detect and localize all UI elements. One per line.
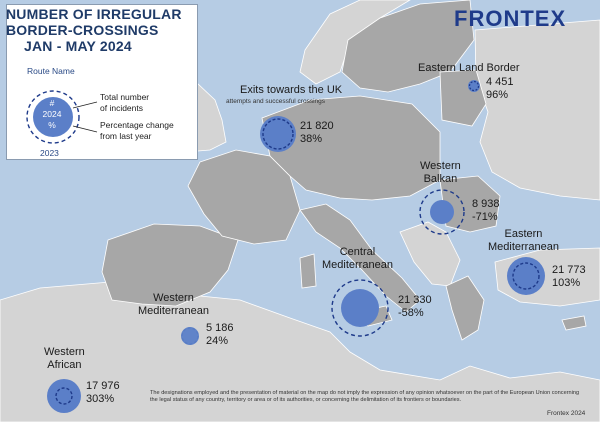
legend [6,4,198,160]
legend-route-name: Route Name [27,66,75,76]
route-change: 24% [206,335,229,347]
route-name-line: Eastern [504,228,543,240]
route-values-western-balkan: 8 938 -71% [472,198,500,224]
route-name-western-balkan: Western Balkan [420,160,461,186]
legend-hash: # [49,98,55,108]
route-change: 38% [300,133,323,145]
route-values-eastern-mediterranean: 21 773 103% [552,264,586,290]
credit: Frontex 2024 [547,410,586,417]
legend-graphic [26,90,98,144]
route-name-line: Western [153,292,194,304]
route-name-line: Central [339,246,376,258]
route-name-eastern-mediterranean: Eastern Mediterranean [488,228,559,254]
route-name-line: Exits towards the UK [240,84,343,96]
bubble-central-mediterranean[interactable] [331,279,389,337]
map-title: NUMBER OF IRREGULAR BORDER-CROSSINGS JAN… [6,6,182,54]
bubble-western-mediterranean[interactable] [181,327,199,345]
land-iberia [101,223,239,307]
legend-total-line-2: of incidents [100,103,143,113]
land-cyprus [561,315,587,331]
bubble-western-balkan[interactable] [419,189,465,235]
route-value: 21 773 [552,264,586,276]
route-values-exits-uk: 21 820 38% [300,120,334,146]
land-central-europe [261,95,441,201]
route-value: 21 330 [398,294,432,306]
route-value: 5 186 [206,322,234,334]
legend-pct-line-2: from last year [100,131,152,141]
legend-pct: % [48,120,56,130]
route-name-line: Western [44,346,85,358]
map-title-line-2: BORDER-CROSSINGS [6,22,159,38]
map-title-line-1: NUMBER OF IRREGULAR [6,6,182,22]
route-name-central-mediterranean: Central Mediterranean [322,246,393,272]
land-sardinia [299,253,317,289]
legend-total-label: Total number of incidents [100,92,149,114]
route-change: 96% [486,89,509,101]
route-value: 8 938 [472,198,500,210]
route-name-line: Mediterranean [138,305,209,317]
route-name-line: Eastern Land Border [418,62,520,74]
route-name-line: African [47,359,82,371]
bubble-exits-uk[interactable] [260,116,296,152]
route-values-western-mediterranean: 5 186 24% [206,322,234,348]
land-france [187,149,301,245]
legend-inner-year: 2024 [42,109,62,119]
legend-outer-year: 2023 [40,148,59,158]
route-value: 4 451 [486,76,514,88]
legend-pct-line-1: Percentage change [100,120,174,130]
route-name-line: Balkan [423,173,458,185]
route-value: 21 820 [300,120,334,132]
land-romania [439,175,501,233]
route-value: 17 976 [86,380,120,392]
bubble-eastern-mediterranean[interactable] [507,257,545,295]
legend-pct-label: Percentage change from last year [100,120,174,142]
route-name-western-mediterranean: Western Mediterranean [138,292,209,318]
disclaimer: The designations employed and the presen… [150,390,580,403]
legend-total-line-1: Total number [100,92,150,102]
route-name-line: Mediterranean [322,259,393,271]
route-subtitle-exits-uk: attempts and successful crossings [226,98,325,105]
route-change: -58% [398,307,424,319]
land-italy [299,203,421,313]
route-name-line: Western [420,160,461,172]
route-values-eastern-land-border: 4 451 96% [486,76,514,102]
frontex-logo: FRONTEX [454,6,567,31]
route-change: -71% [472,211,498,223]
map-title-line-3: JAN - MAY 2024 [24,38,132,54]
route-name-line: Mediterranean [488,241,559,253]
route-values-central-mediterranean: 21 330 -58% [398,294,432,320]
route-values-western-african: 17 976 303% [86,380,120,406]
land-greece [445,275,485,341]
route-name-eastern-land-border: Eastern Land Border [418,62,520,75]
bubble-eastern-land-border[interactable] [468,80,480,92]
land-balkans [399,221,461,287]
route-change: 103% [552,277,581,289]
route-change: 303% [86,393,115,405]
route-name-western-african: Western African [44,346,85,372]
bubble-western-african[interactable] [47,379,81,413]
route-name-exits-uk: Exits towards the UK [240,84,342,97]
